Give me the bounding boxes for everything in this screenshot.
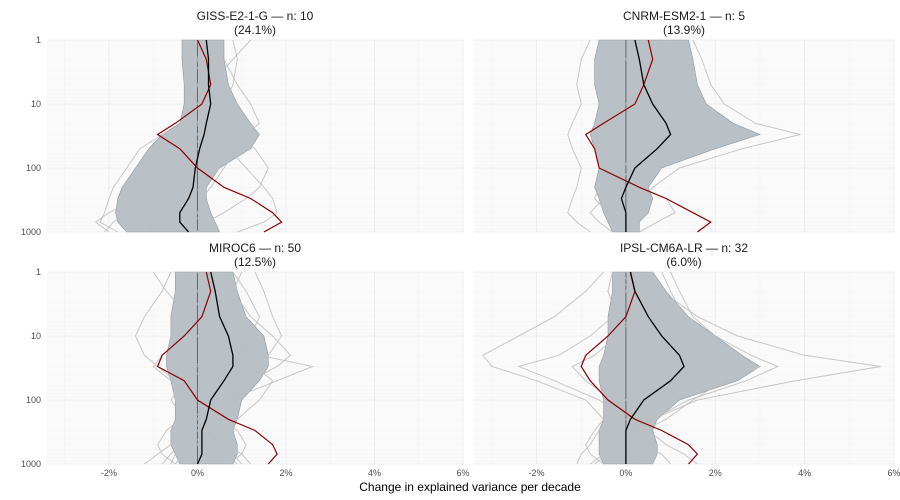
reference-line — [580, 271, 699, 465]
member-line — [183, 39, 243, 233]
panel-title: MIROC6 — n: 50 — [209, 241, 301, 255]
reference-line — [156, 271, 278, 465]
x-tick-label: 2% — [279, 468, 292, 478]
member-line — [517, 271, 649, 465]
spread-band — [115, 39, 260, 233]
spread-band — [166, 271, 269, 465]
member-line — [625, 39, 801, 233]
x-tick-label: 6% — [887, 468, 900, 478]
member-line — [144, 39, 212, 233]
median-line — [196, 271, 234, 465]
member-line — [144, 271, 243, 465]
x-tick-label: -2% — [101, 468, 117, 478]
member-line — [183, 271, 292, 465]
y-tick-label: 100 — [26, 163, 41, 173]
member-line — [567, 39, 591, 233]
y-tick-label: 1 — [36, 35, 41, 45]
member-line — [170, 271, 265, 465]
member-line — [594, 39, 668, 233]
panels: GISS-E2-1-G — n: 10(24.1%) 1 10 100 1000 CNRM… — [21, 9, 900, 478]
member-line — [174, 271, 260, 465]
y-tick-label: 100 — [26, 395, 41, 405]
panel-subtitle: (24.1%) — [234, 23, 276, 37]
member-line — [620, 271, 881, 465]
x-axis-title: Change in explained variance per decade — [359, 480, 581, 494]
panel-title: IPSL-CM6A-LR — n: 32 — [620, 241, 748, 255]
y-tick-label: 10 — [31, 99, 41, 109]
member-line — [205, 271, 274, 465]
member-line — [94, 39, 229, 233]
member-line — [589, 271, 716, 465]
member-line — [482, 271, 605, 465]
member-line — [602, 271, 699, 465]
y-tick-label: 1000 — [21, 459, 41, 469]
panel-subtitle: (6.0%) — [666, 255, 701, 269]
member-line — [192, 39, 278, 233]
x-tick-label: 4% — [798, 468, 811, 478]
panel-3: MIROC6 — n: 50(12.5%) 1 10 100 1000 -2% 0% 2% 4%… — [21, 241, 470, 478]
x-tick-label: 0% — [619, 468, 632, 478]
panel-2: CNRM-ESM2-1 — n: 5(13.9%) — [474, 9, 895, 233]
member-line — [620, 271, 762, 465]
x-tick-label: -2% — [529, 468, 545, 478]
x-tick-label: 0% — [191, 468, 204, 478]
member-line — [104, 39, 261, 233]
panel-title: CNRM-ESM2-1 — n: 5 — [623, 9, 745, 23]
member-line — [134, 271, 190, 465]
median-line — [179, 39, 212, 233]
member-line — [152, 271, 261, 465]
member-line — [638, 39, 735, 233]
x-tick-label: 6% — [456, 468, 469, 478]
member-line — [156, 39, 238, 233]
median-line — [620, 39, 672, 232]
member-line — [183, 39, 269, 233]
panel-subtitle: (13.9%) — [663, 23, 705, 37]
member-line — [179, 271, 315, 465]
member-line — [571, 271, 654, 465]
y-tick-label: 1 — [36, 267, 41, 277]
reference-line — [156, 39, 283, 233]
y-tick-label: 1000 — [21, 227, 41, 237]
y-tick-label: 10 — [31, 331, 41, 341]
panel-1: GISS-E2-1-G — n: 10(24.1%) 1 10 100 1000 — [21, 9, 464, 237]
member-line — [576, 271, 685, 465]
x-tick-label: 4% — [368, 468, 381, 478]
median-line — [625, 271, 685, 464]
member-line — [589, 39, 640, 233]
panel-4: IPSL-CM6A-LR — n: 32(6.0%) -2% 0% 2% 4% 6% — [474, 241, 900, 478]
panel-title: GISS-E2-1-G — n: 10 — [197, 9, 314, 23]
member-line — [647, 271, 780, 465]
panel-subtitle: (12.5%) — [234, 255, 276, 269]
x-tick-label: 2% — [709, 468, 722, 478]
